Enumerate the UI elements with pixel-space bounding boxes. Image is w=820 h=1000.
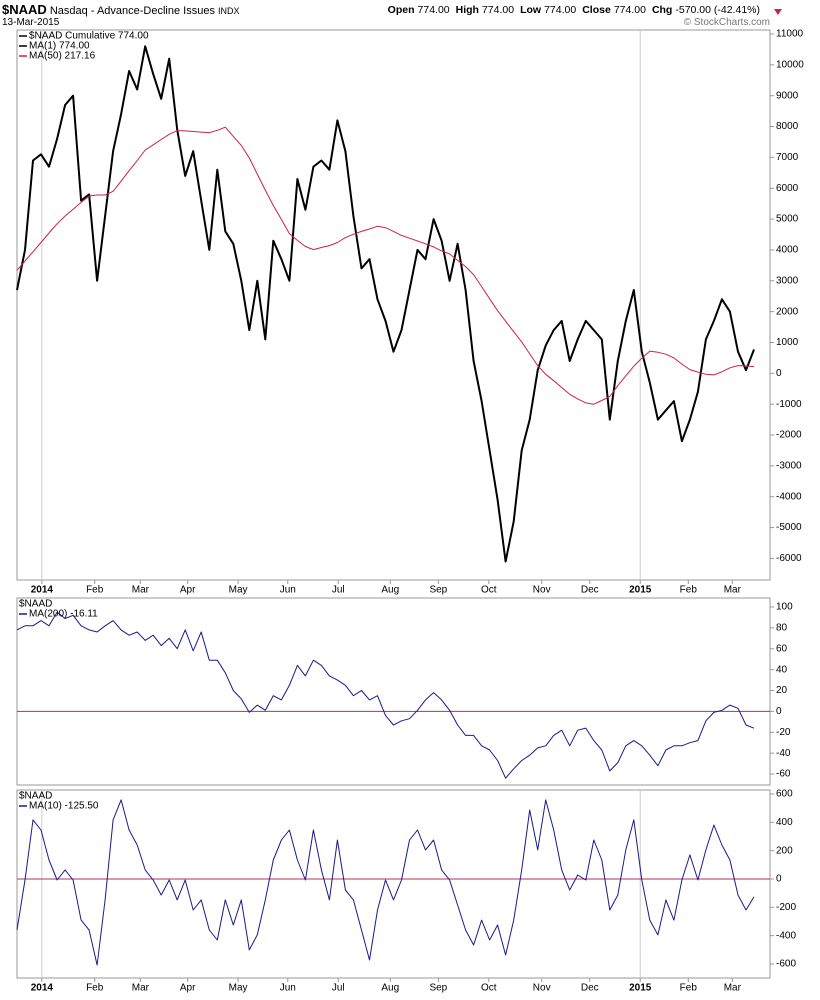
quote-label: Low (520, 4, 542, 16)
x-tick-label: Feb (86, 983, 104, 994)
y-tick-label: -40 (776, 748, 791, 759)
quote-value: 774.00 (417, 4, 450, 16)
y-tick-label: -200 (776, 902, 796, 913)
x-tick-label: Apr (180, 585, 196, 596)
series-line (16, 45, 755, 563)
y-tick-label: 0 (776, 874, 782, 885)
series-line (16, 611, 755, 779)
y-tick-label: -4000 (776, 491, 802, 502)
title-row: $NAAD Nasdaq - Advance-Decline Issues IN… (2, 2, 240, 17)
y-tick-label: -20 (776, 727, 791, 738)
y-tick-label: 200 (776, 845, 793, 856)
x-tick-label: Feb (680, 585, 698, 596)
x-tick-label: Sep (429, 585, 447, 596)
x-tick-label: Mar (132, 585, 150, 596)
y-tick-label: 11000 (776, 29, 804, 40)
y-tick-label: -1000 (776, 399, 802, 410)
quote-value: 774.00 (613, 4, 646, 16)
x-tick-label: Apr (180, 983, 196, 994)
x-tick-label: 2014 (31, 585, 54, 596)
x-tick-label: Mar (132, 983, 150, 994)
x-tick-label: May (229, 585, 248, 596)
copyright: © StockCharts.com (683, 17, 770, 28)
panel-frame (16, 789, 771, 979)
quote-label: Chg (651, 4, 673, 16)
x-tick-label: Oct (481, 585, 497, 596)
panel-frame (16, 29, 771, 581)
x-tick-label: 2014 (31, 983, 54, 994)
series-line (16, 126, 755, 405)
x-tick-label: May (229, 983, 248, 994)
quote-value: 774.00 (544, 4, 577, 16)
x-tick-label: Feb (86, 585, 104, 596)
y-tick-label: 3000 (776, 275, 799, 286)
x-tick-label: Nov (533, 983, 551, 994)
series-line (16, 799, 755, 966)
y-tick-label: 10000 (776, 59, 804, 70)
y-tick-label: -6000 (776, 553, 802, 564)
symbol: $NAAD (2, 2, 47, 17)
x-tick-label: Aug (381, 983, 399, 994)
x-tick-label: Jul (332, 983, 345, 994)
y-tick-label: 400 (776, 817, 793, 828)
date: 13-Mar-2015 (2, 17, 60, 28)
exchange: INDX (218, 6, 240, 16)
legend-label: MA(50) 217.16 (29, 51, 96, 62)
legend-label: $NAAD Cumulative 774.00 (29, 31, 149, 42)
x-tick-label: 2015 (629, 585, 652, 596)
x-tick-label: Jul (332, 585, 345, 596)
legend-label: MA(1) 774.00 (29, 41, 90, 52)
y-tick-label: 1000 (776, 337, 799, 348)
y-tick-label: -2000 (776, 430, 802, 441)
y-tick-label: -3000 (776, 461, 802, 472)
y-tick-label: -60 (776, 769, 791, 780)
y-tick-label: 5000 (776, 214, 799, 225)
quote-value: -570.00 (-42.41%) (675, 4, 760, 16)
x-tick-label: Aug (381, 585, 399, 596)
quote-label: Close (582, 4, 611, 16)
x-tick-label: Feb (680, 983, 698, 994)
panel-label: $NAAD (19, 599, 52, 610)
x-tick-label: Dec (581, 983, 599, 994)
legend-label: MA(200) -16.11 (29, 609, 98, 620)
y-tick-label: -600 (776, 959, 796, 970)
y-tick-label: 60 (776, 643, 788, 654)
y-tick-label: 100 (776, 602, 793, 613)
y-tick-label: 4000 (776, 245, 799, 256)
quote: Open 774.00 High 774.00 Low 774.00 Close 774.00… (388, 4, 760, 16)
y-tick-label: 80 (776, 623, 788, 634)
x-tick-label: Dec (581, 585, 599, 596)
y-tick-label: 20 (776, 685, 788, 696)
x-tick-label: Nov (533, 585, 551, 596)
y-tick-label: 7000 (776, 152, 799, 163)
quote-label: Open (387, 4, 415, 16)
panel-label: $NAAD (19, 791, 52, 802)
x-tick-label: Mar (724, 983, 742, 994)
legend-label: MA(10) -125.50 (29, 801, 99, 812)
y-tick-label: 0 (776, 368, 782, 379)
y-tick-label: 2000 (776, 306, 799, 317)
x-tick-label: Sep (429, 983, 447, 994)
y-tick-label: 8000 (776, 121, 799, 132)
y-tick-label: -400 (776, 930, 796, 941)
y-tick-label: -5000 (776, 522, 802, 533)
y-tick-label: 9000 (776, 90, 799, 101)
description: Nasdaq - Advance-Decline Issues (49, 5, 215, 17)
x-tick-label: Oct (481, 983, 497, 994)
x-tick-label: Jun (280, 585, 296, 596)
y-tick-label: 600 (776, 789, 793, 800)
quote-label: High (455, 4, 479, 16)
arrow-icon (774, 9, 782, 15)
x-tick-label: 2015 (629, 983, 652, 994)
y-tick-label: 40 (776, 664, 788, 675)
series-line (16, 45, 755, 562)
quote-value: 774.00 (481, 4, 515, 16)
y-tick-label: 6000 (776, 183, 799, 194)
panel-frame (16, 597, 771, 786)
x-tick-label: Jun (280, 983, 296, 994)
x-tick-label: Mar (724, 585, 742, 596)
y-tick-label: 0 (776, 706, 782, 717)
